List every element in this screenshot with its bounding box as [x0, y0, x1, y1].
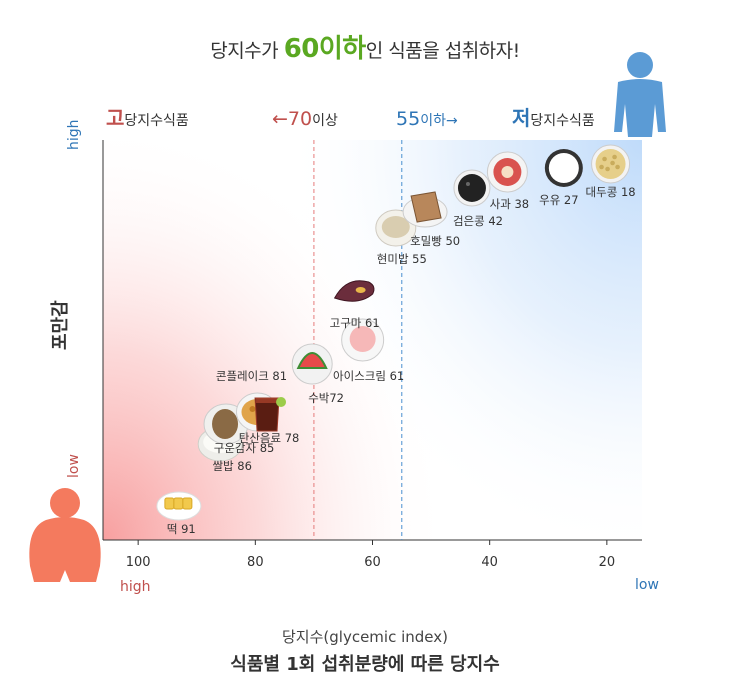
rye-bread-icon	[402, 191, 448, 228]
x-axis-right-end: low	[635, 577, 659, 593]
y-axis-top-label: high	[66, 119, 82, 150]
rice-cake-icon	[156, 491, 202, 521]
soybeans-icon	[591, 144, 631, 184]
data-point: 대두콩 18	[586, 144, 636, 199]
data-point: 구운감자 85	[203, 403, 275, 455]
y-axis-bottom-label: low	[66, 454, 82, 478]
data-point-label: 호밀빵 50	[410, 234, 460, 248]
x-tick-label: 100	[126, 555, 151, 570]
threshold-70-suffix: 이상	[312, 113, 338, 129]
data-point: 사과 38	[486, 151, 529, 211]
apple-icon	[486, 151, 528, 193]
watermelon-icon	[291, 343, 333, 385]
x-tick-label: 20	[599, 555, 616, 570]
x-tick-label: 80	[247, 555, 264, 570]
low-gi-label: 저당지수식품	[512, 106, 595, 130]
black-beans-icon	[453, 169, 491, 207]
data-point: 검은콩 42	[453, 169, 503, 228]
x-tick-label: 60	[364, 555, 381, 570]
x-tick-label: 40	[481, 555, 498, 570]
page-headline: 당지수가 60이하인 식품을 섭취하자!	[0, 28, 730, 65]
data-point-label: 사과 38	[490, 197, 529, 211]
data-point-label: 콘플레이크 81	[216, 369, 287, 383]
headline-highlight: 60이하	[283, 34, 367, 64]
figure-title: 식품별 1회 섭취분량에 따른 당지수	[230, 654, 500, 675]
data-point: 탄산음료 78	[239, 397, 300, 445]
data-point-label: 대두콩 18	[586, 185, 636, 199]
data-point: 우유 27	[539, 149, 583, 207]
x-axis-caption: 당지수(glycemic index)	[282, 628, 448, 646]
milk-cup-icon	[544, 149, 583, 187]
data-point: 고구마 61	[330, 280, 380, 330]
sweet-potato-icon	[333, 280, 375, 302]
heavy-person-icon	[29, 488, 101, 582]
threshold-55-label: 55이하→	[396, 108, 458, 130]
x-axis-left-end: high	[120, 579, 151, 595]
data-point: 수박72	[291, 343, 344, 405]
headline-pre: 당지수가	[210, 40, 284, 62]
threshold-55-suffix: 이하→	[420, 113, 458, 129]
ice-cream-icon	[341, 318, 385, 362]
high-gi-accent: 고	[106, 106, 124, 130]
low-gi-accent: 저	[512, 106, 530, 130]
soda-glass-icon	[254, 397, 287, 432]
low-gi-text: 당지수식품	[530, 113, 595, 129]
data-point-label: 떡 91	[167, 522, 196, 536]
data-point-label: 검은콩 42	[453, 214, 503, 228]
threshold-55-value: 55	[396, 108, 420, 130]
data-point: 떡 91	[156, 491, 202, 536]
data-point-label: 수박72	[308, 391, 344, 405]
data-point-label: 고구마 61	[330, 316, 380, 330]
slim-person-icon	[614, 52, 666, 137]
data-point-label: 아이스크림 61	[333, 369, 404, 383]
high-gi-label: 고당지수식품	[106, 106, 189, 130]
high-gi-text: 당지수식품	[124, 113, 189, 129]
data-point: 호밀빵 50	[402, 191, 460, 248]
data-point-label: 우유 27	[539, 193, 578, 207]
data-point-label: 쌀밥 86	[212, 459, 251, 473]
y-axis-title: 포만감	[50, 300, 71, 350]
data-point-label: 현미밥 55	[377, 252, 427, 266]
data-point-label: 구운감자 85	[214, 441, 275, 455]
x-axis-ticks: 100 80 60 40 20	[126, 540, 615, 570]
threshold-70-value: ←70	[272, 108, 312, 130]
threshold-70-label: ←70이상	[272, 108, 338, 130]
data-points: 떡 91 쌀밥 86 구운감자 85 콘플레이크 81 탄산음료 78 수박72 아이스크림…	[156, 144, 636, 536]
headline-post: 인 식품을 섭취하자!	[365, 40, 521, 62]
data-point: 아이스크림 61	[333, 318, 404, 383]
data-point-label: 탄산음료 78	[239, 431, 300, 445]
